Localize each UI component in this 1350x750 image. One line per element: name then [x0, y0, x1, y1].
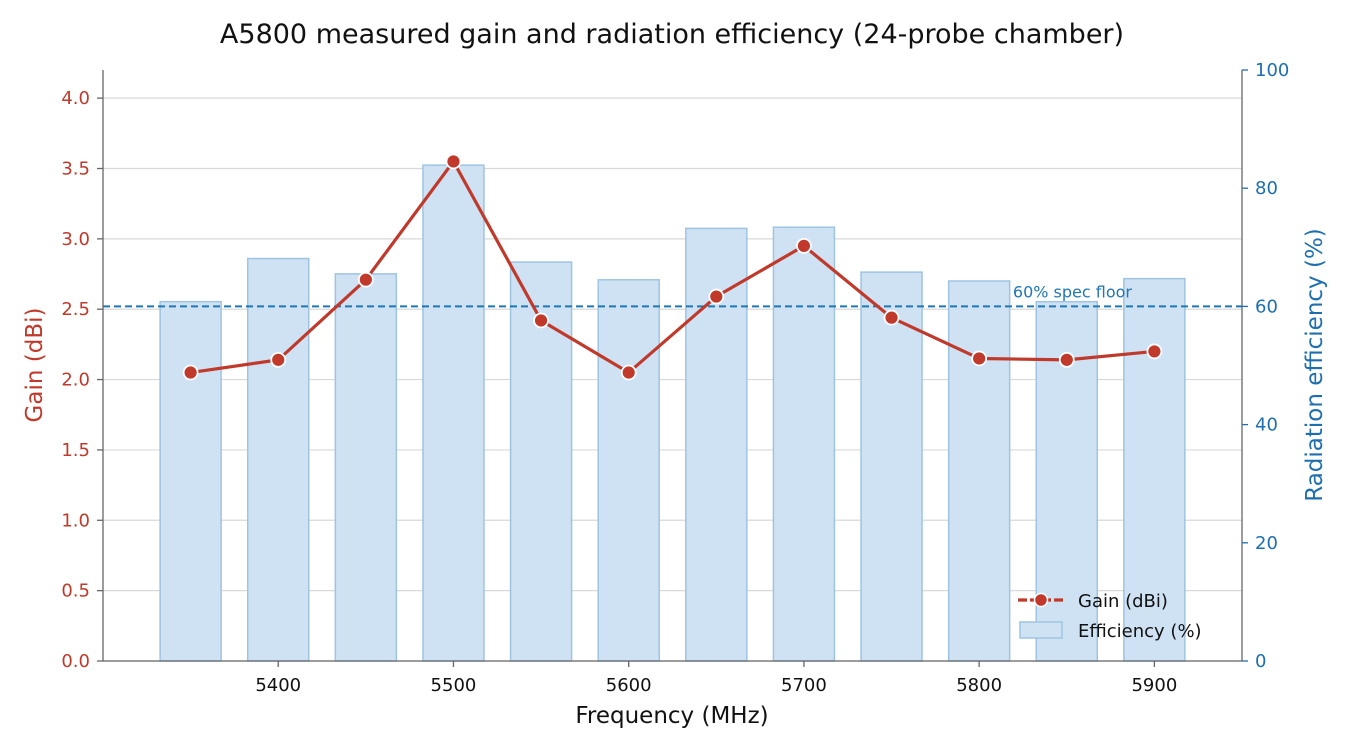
y-left-tick-label: 3.5 — [61, 159, 90, 180]
y-left-tick-label: 4.0 — [61, 88, 90, 109]
gain-point — [971, 350, 988, 367]
gain-point — [357, 271, 374, 288]
gain-point — [796, 237, 812, 254]
y-right-tick-label: 60 — [1255, 296, 1278, 317]
y-axis-left-title: Gain (dBi) — [22, 308, 48, 423]
gain-point — [708, 288, 725, 305]
efficiency-bars — [159, 164, 1186, 662]
spec-floor-label: 60% spec floor — [1013, 282, 1133, 301]
gain-point — [270, 351, 287, 368]
efficiency-bar — [246, 257, 310, 662]
gain-point — [620, 364, 637, 381]
y-left-tick-label: 0.0 — [61, 651, 90, 672]
y-left-tick-label: 0.5 — [61, 581, 90, 602]
y-left-tick-label: 1.5 — [61, 440, 90, 461]
y-right-tick-label: 20 — [1255, 533, 1278, 554]
efficiency-bar — [159, 300, 222, 662]
y-right-tick-label: 100 — [1255, 60, 1289, 81]
y-right-tick-label: 80 — [1255, 178, 1278, 199]
gain-point — [445, 153, 462, 170]
x-tick-label: 5500 — [431, 675, 477, 696]
efficiency-bar — [509, 261, 573, 662]
gain-point — [883, 309, 900, 326]
gain-point — [1058, 351, 1075, 368]
efficiency-bar — [422, 164, 485, 662]
legend: Gain (dBi) Efficiency (%) — [1018, 591, 1202, 642]
efficiency-bar — [860, 271, 923, 662]
gain-line — [182, 153, 1163, 381]
x-tick-label: 5700 — [781, 675, 827, 696]
x-axis-title: Frequency (MHz) — [575, 703, 768, 729]
legend-efficiency-label: Efficiency (%) — [1078, 621, 1202, 642]
chart-title: A5800 measured gain and radiation effici… — [220, 19, 1124, 50]
x-tick-label: 5800 — [956, 675, 1002, 696]
efficiency-bar — [947, 280, 1011, 662]
x-tick-label: 5600 — [606, 675, 652, 696]
y-left-tick-label: 3.0 — [61, 229, 90, 250]
legend-efficiency-swatch — [1019, 621, 1063, 639]
y-left-tick-label: 1.0 — [61, 510, 90, 531]
legend-gain-label: Gain (dBi) — [1078, 591, 1168, 612]
gain-point — [1146, 343, 1163, 360]
gain-point — [533, 312, 549, 329]
x-tick-label: 5900 — [1131, 675, 1177, 696]
efficiency-bar — [597, 279, 660, 662]
y-axis-right-title: Radiation efficiency (%) — [1302, 228, 1328, 502]
y-right-tick-label: 40 — [1255, 415, 1278, 436]
efficiency-bar — [334, 273, 398, 662]
y-right-tick-label: 0 — [1255, 651, 1266, 672]
spec-floor-reference: 60% spec floor — [103, 282, 1242, 308]
gain-series-line — [189, 159, 1156, 375]
axes: 0.0 0.5 1.0 1.5 2.0 2.5 3.0 3.5 4.0 0 20 40 60 80 100 5… — [61, 60, 1289, 696]
legend-gain-marker — [1033, 592, 1049, 608]
x-tick-label: 5400 — [255, 675, 301, 696]
y-left-tick-label: 2.5 — [61, 299, 90, 320]
gain-point — [182, 364, 199, 381]
efficiency-bar — [772, 226, 836, 662]
y-left-tick-label: 2.0 — [61, 370, 90, 391]
